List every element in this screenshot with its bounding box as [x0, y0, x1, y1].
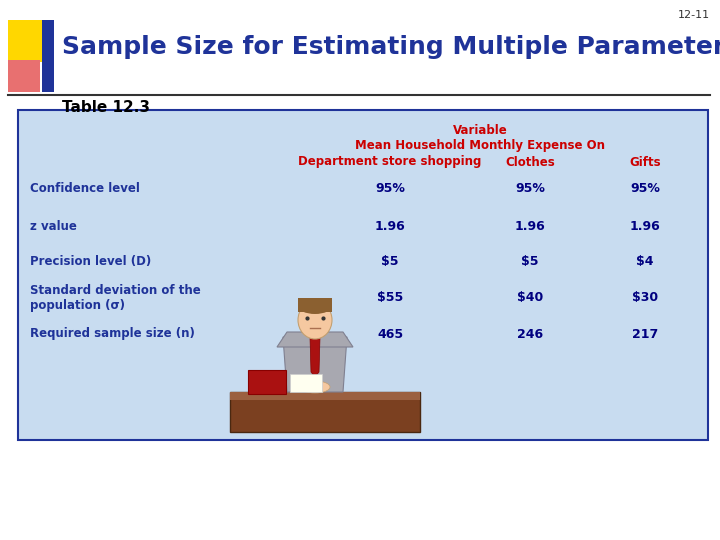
Polygon shape: [310, 337, 320, 377]
Text: 217: 217: [632, 327, 658, 341]
FancyBboxPatch shape: [298, 298, 332, 312]
FancyBboxPatch shape: [8, 20, 50, 62]
Text: 95%: 95%: [515, 181, 545, 194]
Text: Gifts: Gifts: [629, 156, 661, 168]
Text: $55: $55: [377, 292, 403, 305]
Text: Variable: Variable: [453, 124, 508, 137]
Text: 95%: 95%: [375, 181, 405, 194]
Text: $5: $5: [382, 255, 399, 268]
Text: 12-11: 12-11: [678, 10, 710, 20]
Polygon shape: [283, 337, 347, 392]
FancyBboxPatch shape: [290, 374, 322, 392]
Text: 1.96: 1.96: [629, 219, 660, 233]
Text: 1.96: 1.96: [515, 219, 545, 233]
FancyBboxPatch shape: [248, 370, 286, 394]
Polygon shape: [277, 332, 353, 347]
Text: Department store shopping: Department store shopping: [298, 156, 482, 168]
Text: z value: z value: [30, 219, 77, 233]
Text: Standard deviation of the
population (σ): Standard deviation of the population (σ): [30, 284, 201, 312]
Text: Clothes: Clothes: [505, 156, 555, 168]
Text: Mean Household Monthly Expense On: Mean Household Monthly Expense On: [355, 138, 605, 152]
FancyBboxPatch shape: [8, 60, 40, 92]
Text: 465: 465: [377, 327, 403, 341]
Text: $5: $5: [521, 255, 539, 268]
Text: 246: 246: [517, 327, 543, 341]
Text: Confidence level: Confidence level: [30, 181, 140, 194]
FancyBboxPatch shape: [230, 392, 420, 400]
Ellipse shape: [298, 301, 332, 339]
Text: $40: $40: [517, 292, 543, 305]
Text: Sample Size for Estimating Multiple Parameters: Sample Size for Estimating Multiple Para…: [62, 35, 720, 59]
Text: $4: $4: [636, 255, 654, 268]
Ellipse shape: [298, 298, 332, 314]
Text: Required sample size (n): Required sample size (n): [30, 327, 195, 341]
Text: 1.96: 1.96: [374, 219, 405, 233]
FancyBboxPatch shape: [308, 319, 322, 337]
Ellipse shape: [300, 381, 330, 393]
FancyBboxPatch shape: [18, 110, 708, 440]
Text: Table 12.3: Table 12.3: [62, 100, 150, 116]
Text: $30: $30: [632, 292, 658, 305]
Text: Precision level (D): Precision level (D): [30, 255, 151, 268]
FancyBboxPatch shape: [42, 20, 54, 92]
Text: 95%: 95%: [630, 181, 660, 194]
FancyBboxPatch shape: [230, 392, 420, 432]
